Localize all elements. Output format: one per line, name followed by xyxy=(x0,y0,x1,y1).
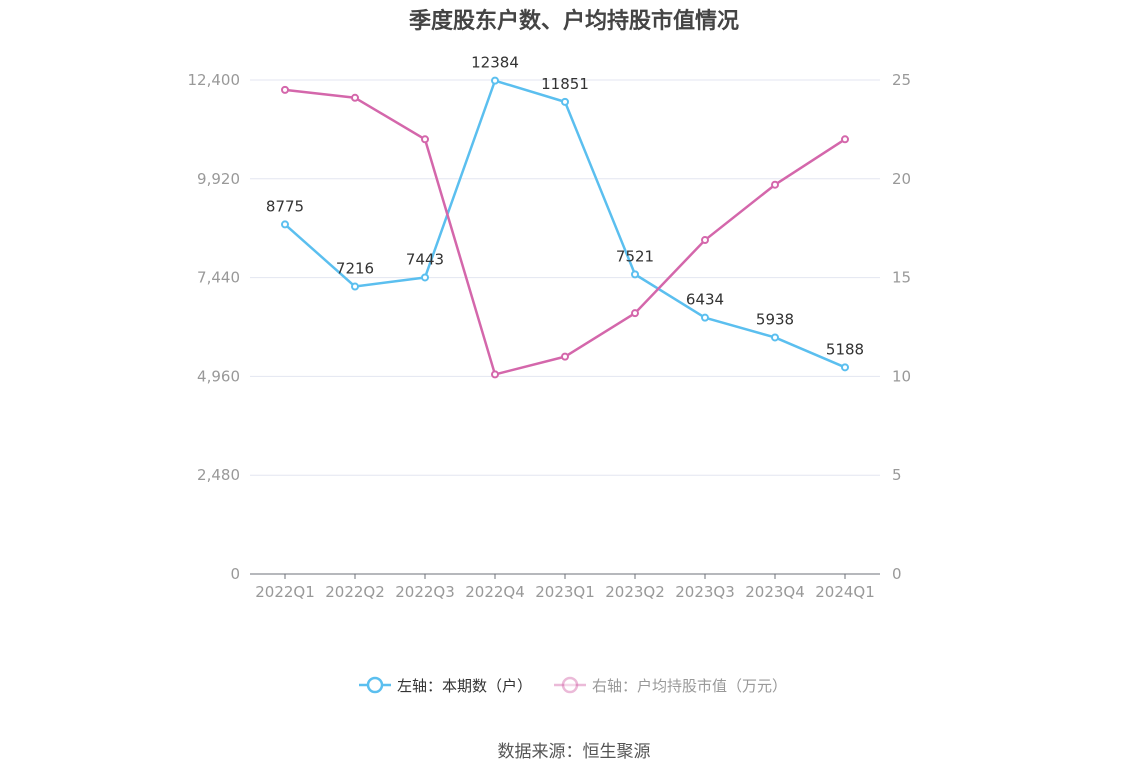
y-right-tick-label: 15 xyxy=(892,269,911,287)
data-point xyxy=(631,270,639,279)
data-point xyxy=(491,370,499,379)
legend-label: 左轴：本期数（户） xyxy=(397,677,532,695)
series-points xyxy=(281,76,849,379)
y-left-tick-label: 0 xyxy=(230,565,240,583)
y-left-tick-label: 2,480 xyxy=(197,466,240,484)
legend-marker xyxy=(366,676,384,694)
x-tick-label: 2022Q4 xyxy=(465,583,525,601)
x-tick-label: 2022Q3 xyxy=(395,583,455,601)
y-axis-left: 0 2,480 4,960 7,440 9,920 12,400 xyxy=(188,71,241,583)
y-right-tick-label: 5 xyxy=(892,466,902,484)
legend-label: 右轴：户均持股市值（万元） xyxy=(592,677,787,695)
x-tick-labels: 2022Q1 2022Q2 2022Q3 2022Q4 2023Q1 2023Q2 2023… xyxy=(255,583,875,601)
data-point xyxy=(771,333,779,342)
x-tick-label: 2022Q2 xyxy=(325,583,385,601)
data-label: 7443 xyxy=(406,250,444,268)
x-tick-label: 2023Q2 xyxy=(605,583,665,601)
x-tick-label: 2023Q3 xyxy=(675,583,735,601)
data-label: 5188 xyxy=(826,340,864,358)
data-label: 5938 xyxy=(756,310,794,328)
x-tick-label: 2024Q1 xyxy=(815,583,875,601)
series-lines xyxy=(284,79,846,376)
y-right-tick-label: 10 xyxy=(892,367,911,385)
data-point xyxy=(421,273,429,282)
data-source: 数据来源：恒生聚源 xyxy=(497,742,651,762)
grid xyxy=(250,79,880,476)
data-point xyxy=(841,135,849,144)
data-point xyxy=(841,363,849,372)
y-left-tick-label: 4,960 xyxy=(197,367,240,385)
y-right-tick-label: 20 xyxy=(892,170,911,188)
y-right-tick-label: 0 xyxy=(892,565,902,583)
data-point xyxy=(631,309,639,318)
data-labels: 8775 7216 7443 12384 11851 7521 6434 5938 5188 xyxy=(266,54,864,359)
y-left-tick-label: 7,440 xyxy=(197,269,240,287)
data-point xyxy=(701,236,709,245)
data-label: 7521 xyxy=(616,247,654,265)
x-tick-label: 2023Q1 xyxy=(535,583,595,601)
x-axis xyxy=(250,573,880,579)
data-point xyxy=(281,85,289,94)
data-point xyxy=(421,135,429,144)
y-right-tick-label: 25 xyxy=(892,71,911,89)
data-point xyxy=(561,352,569,361)
x-tick-label: 2023Q4 xyxy=(745,583,805,601)
legend-marker xyxy=(561,676,579,694)
y-left-tick-label: 12,400 xyxy=(188,71,241,89)
data-label: 7216 xyxy=(336,260,374,278)
data-label: 8775 xyxy=(266,197,304,215)
data-point xyxy=(701,313,709,322)
data-point xyxy=(491,76,499,85)
data-point xyxy=(771,180,779,189)
data-point xyxy=(281,220,289,229)
data-point xyxy=(561,97,569,106)
data-point xyxy=(351,282,359,291)
chart-title: 季度股东户数、户均持股市值情况 xyxy=(408,9,739,34)
data-label: 6434 xyxy=(686,291,724,309)
legend: 左轴：本期数（户） 右轴：户均持股市值（万元） xyxy=(359,676,787,695)
data-label: 12384 xyxy=(471,54,519,72)
y-left-tick-label: 9,920 xyxy=(197,170,240,188)
y-axis-right: 0 5 10 15 20 25 xyxy=(892,71,911,583)
x-tick-label: 2022Q1 xyxy=(255,583,315,601)
data-label: 11851 xyxy=(541,75,589,93)
series-line xyxy=(284,88,846,376)
data-point xyxy=(351,93,359,102)
